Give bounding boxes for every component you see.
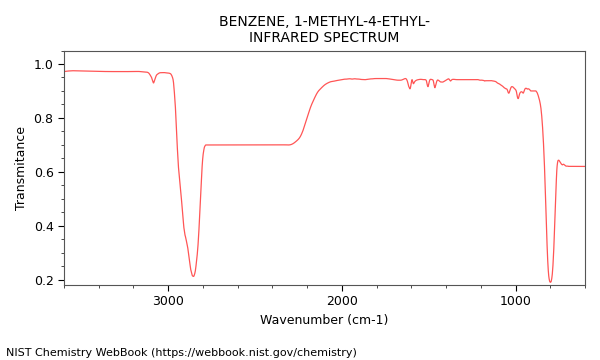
Title: BENZENE, 1-METHYL-4-ETHYL-
INFRARED SPECTRUM: BENZENE, 1-METHYL-4-ETHYL- INFRARED SPEC… [219,15,430,45]
Text: NIST Chemistry WebBook (https://webbook.nist.gov/chemistry): NIST Chemistry WebBook (https://webbook.… [6,348,357,358]
X-axis label: Wavenumber (cm-1): Wavenumber (cm-1) [260,314,389,327]
Y-axis label: Transmitance: Transmitance [15,126,28,210]
